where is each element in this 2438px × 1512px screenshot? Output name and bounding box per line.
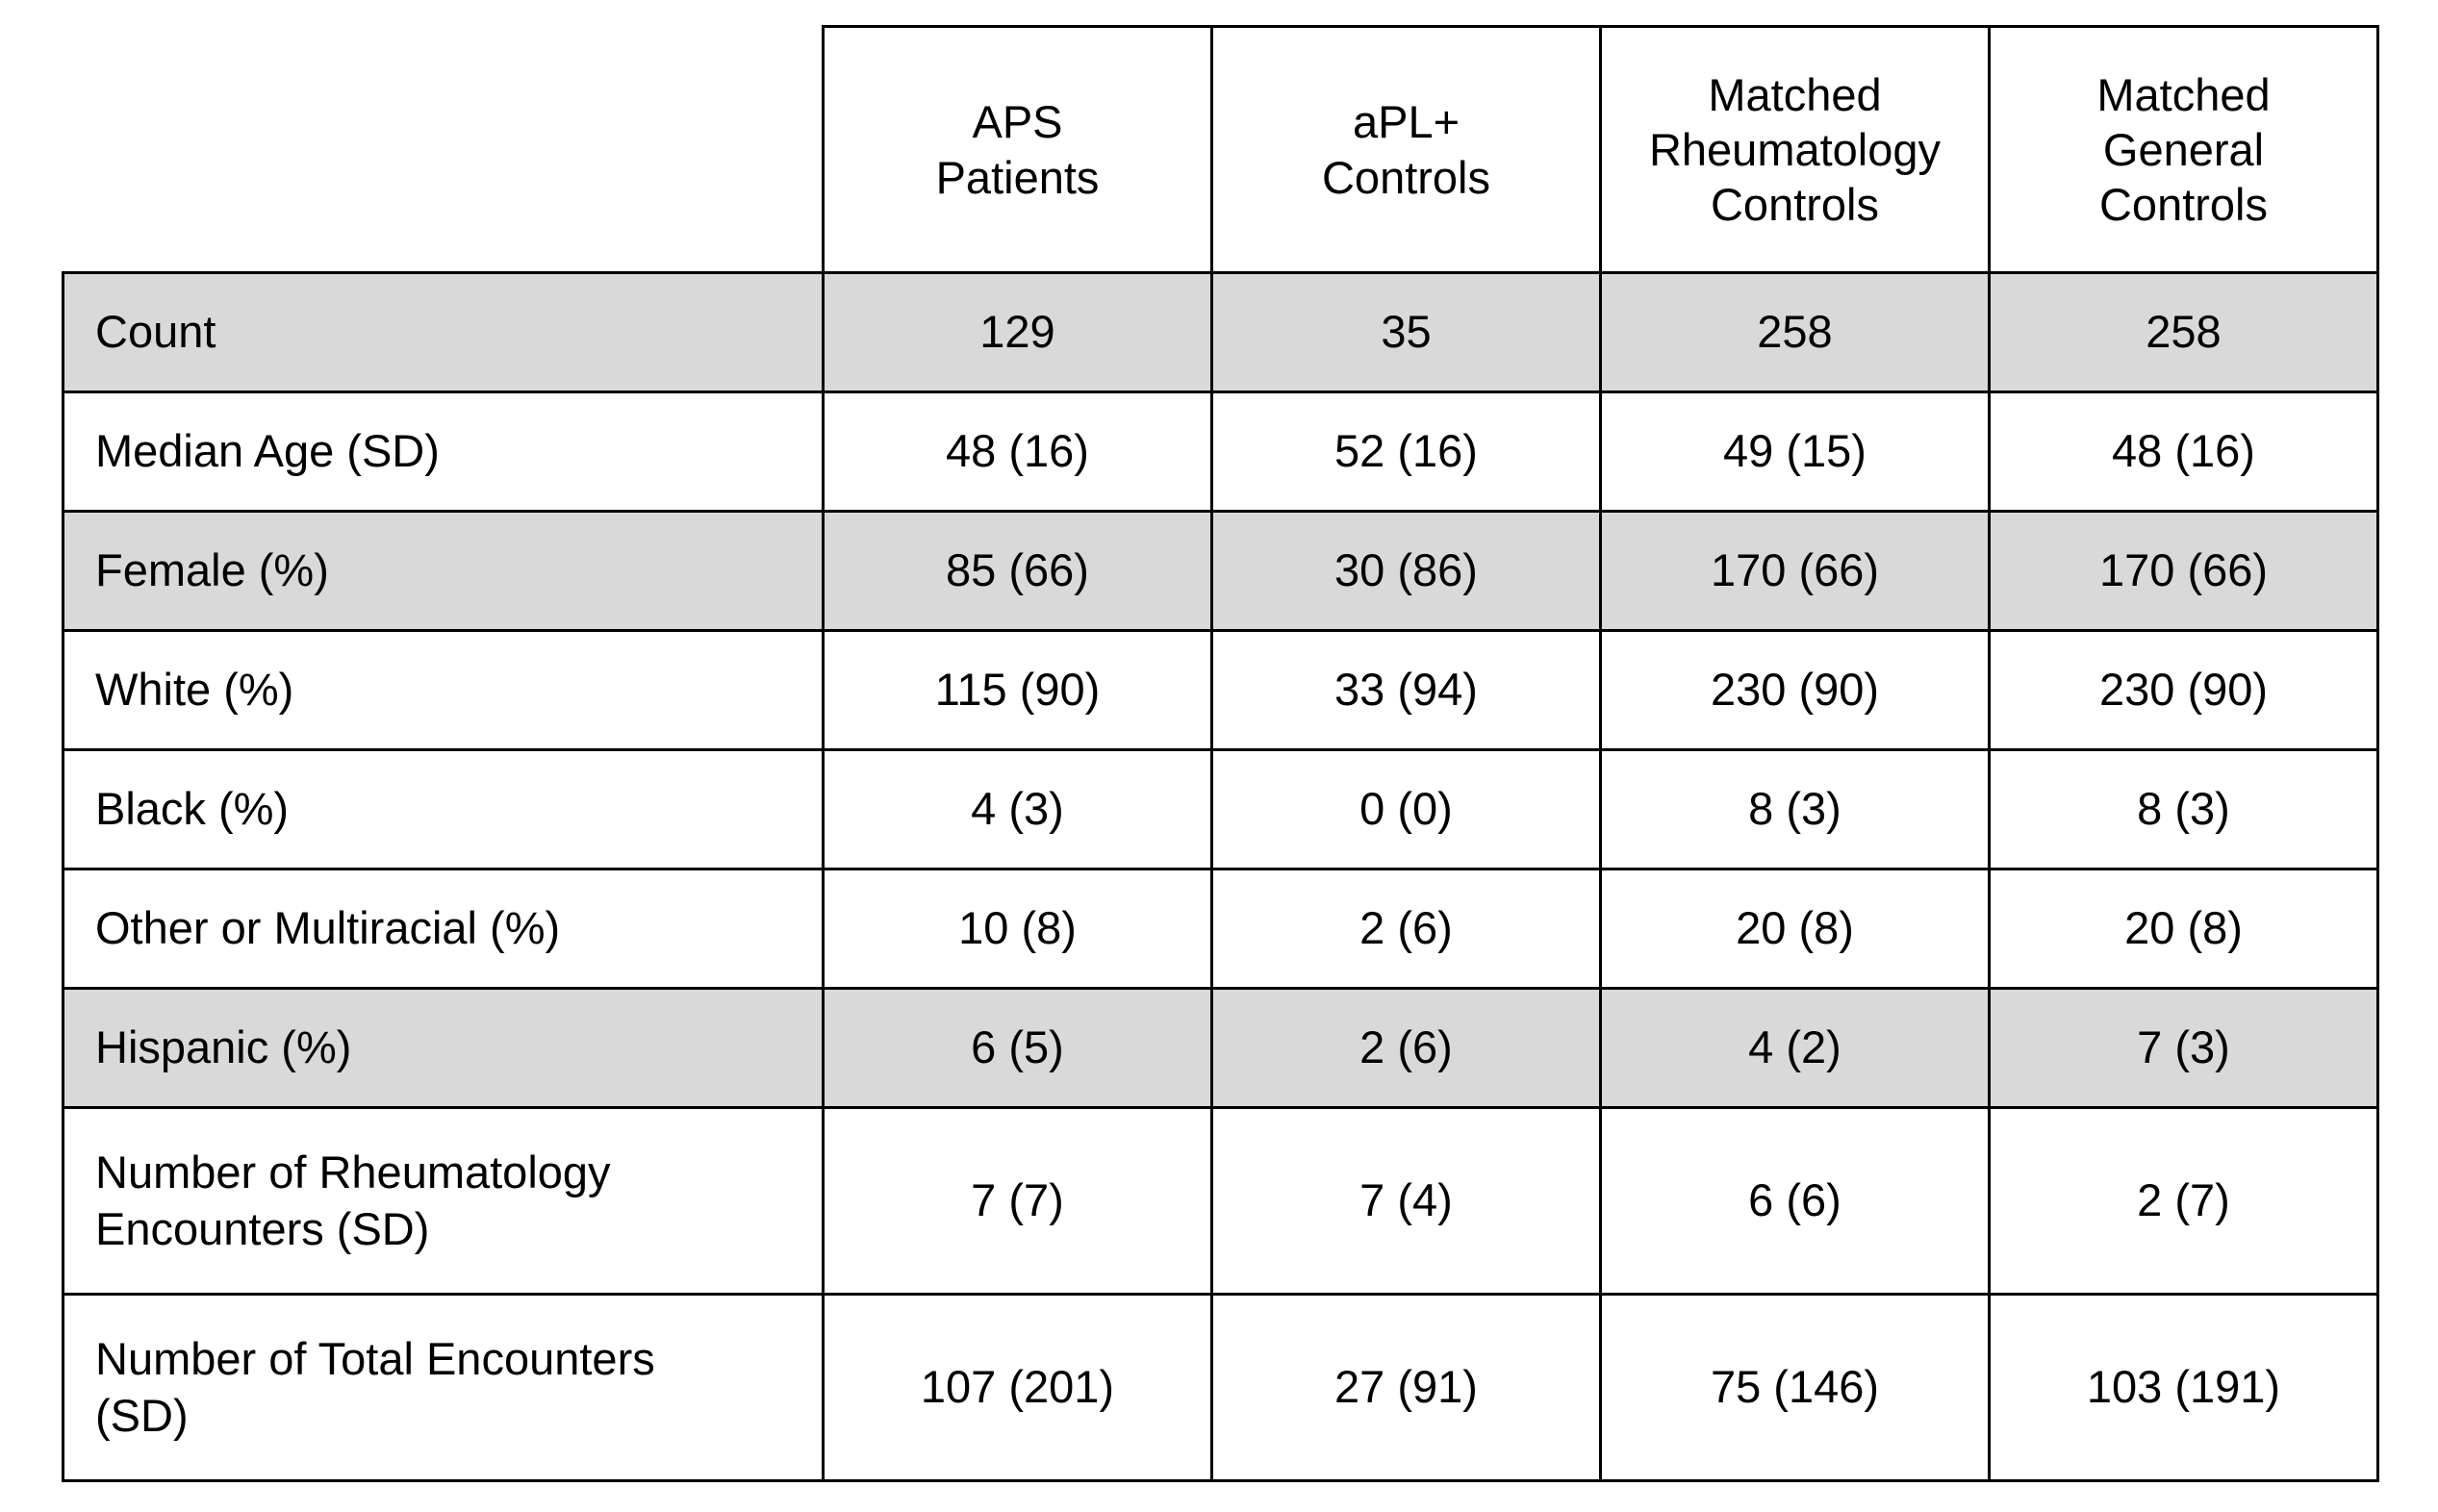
column-header-aps-patients: APS Patients	[822, 25, 1213, 274]
table-row-black: Black (%) 4 (3) 0 (0) 8 (3) 8 (3)	[62, 748, 2379, 870]
data-cell: 20 (8)	[1988, 868, 2379, 990]
row-label: Median Age (SD)	[62, 391, 825, 513]
table-row-hispanic: Hispanic (%) 6 (5) 2 (6) 4 (2) 7 (3)	[62, 987, 2379, 1109]
table-row-white: White (%) 115 (90) 33 (94) 230 (90) 230 …	[62, 629, 2379, 751]
data-cell: 258	[1988, 271, 2379, 393]
data-cell: 8 (3)	[1599, 748, 1991, 870]
row-label: Other or Multiracial (%)	[62, 868, 825, 990]
data-cell: 7 (7)	[822, 1106, 1213, 1296]
column-header-matched-general-controls: Matched General Controls	[1988, 25, 2379, 274]
row-label: White (%)	[62, 629, 825, 751]
data-cell: 8 (3)	[1988, 748, 2379, 870]
data-cell: 20 (8)	[1599, 868, 1991, 990]
data-cell: 230 (90)	[1599, 629, 1991, 751]
data-cell: 103 (191)	[1988, 1293, 2379, 1482]
table-row-total-encounters: Number of Total Encounters (SD) 107 (201…	[62, 1293, 2379, 1482]
data-cell: 115 (90)	[822, 629, 1213, 751]
data-cell: 10 (8)	[822, 868, 1213, 990]
row-label: Count	[62, 271, 825, 393]
data-cell: 2 (6)	[1210, 987, 1602, 1109]
row-label: Hispanic (%)	[62, 987, 825, 1109]
data-cell: 85 (66)	[822, 510, 1213, 632]
demographics-table: APS Patients aPL+ Controls Matched Rheum…	[62, 25, 2379, 1482]
row-label: Black (%)	[62, 748, 825, 870]
data-cell: 48 (16)	[822, 391, 1213, 513]
data-cell: 6 (6)	[1599, 1106, 1991, 1296]
data-cell: 48 (16)	[1988, 391, 2379, 513]
table-row-count: Count 129 35 258 258	[62, 271, 2379, 393]
header-row: APS Patients aPL+ Controls Matched Rheum…	[63, 25, 2379, 274]
data-cell: 4 (2)	[1599, 987, 1991, 1109]
data-cell: 258	[1599, 271, 1991, 393]
data-cell: 170 (66)	[1988, 510, 2379, 632]
row-label: Number of Total Encounters (SD)	[62, 1293, 825, 1482]
data-cell: 107 (201)	[822, 1293, 1213, 1482]
row-label: Number of Rheumatology Encounters (SD)	[62, 1106, 825, 1296]
data-cell: 7 (3)	[1988, 987, 2379, 1109]
data-cell: 75 (146)	[1599, 1293, 1991, 1482]
table-row-rheumatology-encounters: Number of Rheumatology Encounters (SD) 7…	[62, 1106, 2379, 1296]
data-cell: 129	[822, 271, 1213, 393]
data-cell: 30 (86)	[1210, 510, 1602, 632]
data-cell: 170 (66)	[1599, 510, 1991, 632]
table-row-female: Female (%) 85 (66) 30 (86) 170 (66) 170 …	[62, 510, 2379, 632]
data-cell: 49 (15)	[1599, 391, 1991, 513]
row-label: Female (%)	[62, 510, 825, 632]
table-row-other-multiracial: Other or Multiracial (%) 10 (8) 2 (6) 20…	[62, 868, 2379, 990]
data-cell: 27 (91)	[1210, 1293, 1602, 1482]
data-cell: 2 (7)	[1988, 1106, 2379, 1296]
data-cell: 35	[1210, 271, 1602, 393]
column-header-matched-rheumatology-controls: Matched Rheumatology Controls	[1599, 25, 1991, 274]
data-cell: 33 (94)	[1210, 629, 1602, 751]
data-cell: 230 (90)	[1988, 629, 2379, 751]
data-cell: 4 (3)	[822, 748, 1213, 870]
data-cell: 52 (16)	[1210, 391, 1602, 513]
data-cell: 2 (6)	[1210, 868, 1602, 990]
corner-cell	[63, 27, 824, 273]
table-row-median-age: Median Age (SD) 48 (16) 52 (16) 49 (15) …	[62, 391, 2379, 513]
data-cell: 7 (4)	[1210, 1106, 1602, 1296]
data-cell: 6 (5)	[822, 987, 1213, 1109]
column-header-apl-controls: aPL+ Controls	[1210, 25, 1602, 274]
data-cell: 0 (0)	[1210, 748, 1602, 870]
